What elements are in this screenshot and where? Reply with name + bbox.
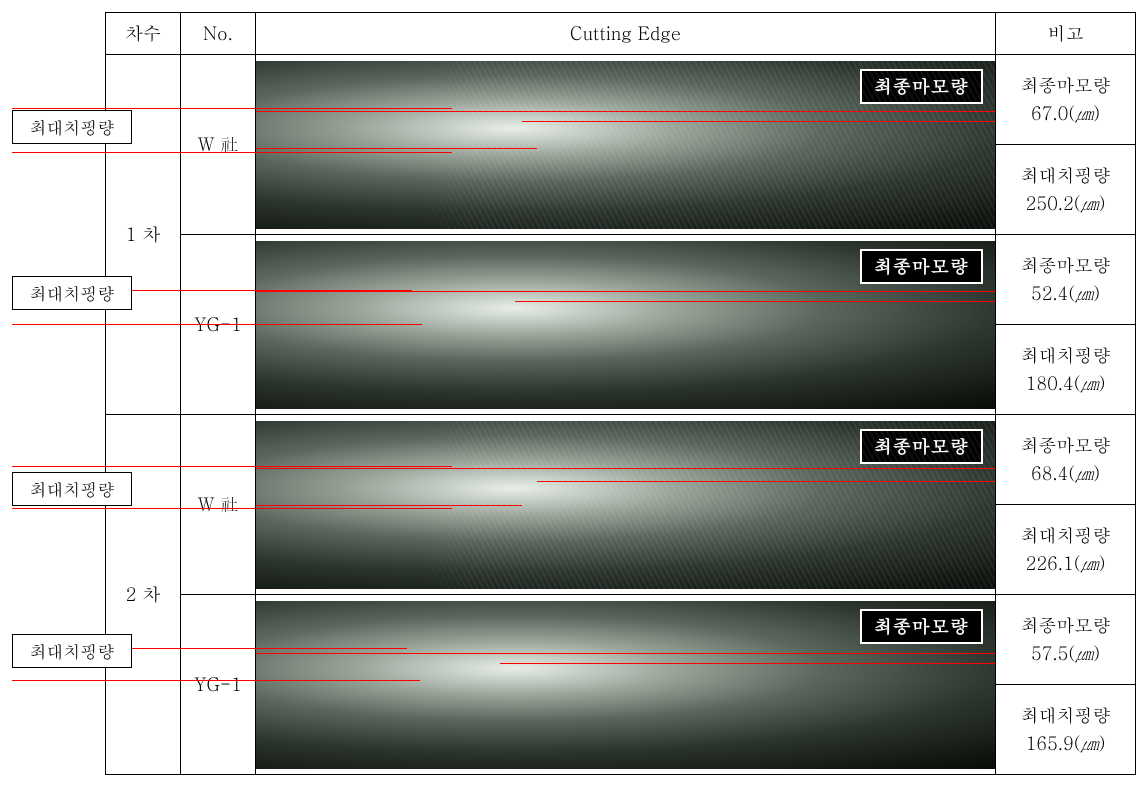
photo-red-guideline	[500, 663, 995, 664]
cell-remark-final-wear: 최종마모량68.4(㎛)	[996, 415, 1136, 505]
table-row: 2 차W 社최종마모량최종마모량68.4(㎛)	[106, 415, 1136, 505]
photo-red-guideline	[256, 148, 537, 149]
results-table: 차수 No. Cutting Edge 비고 1 차W 社최종마모량최종마모량6…	[105, 12, 1136, 775]
remark-value: 165.9(㎛)	[996, 730, 1135, 758]
header-bigo: 비고	[996, 13, 1136, 55]
cell-no: YG-1	[181, 595, 256, 775]
cutting-edge-photo: 최종마모량	[256, 601, 995, 769]
cell-remark-final-wear: 최종마모량67.0(㎛)	[996, 55, 1136, 145]
header-chasu: 차수	[106, 13, 181, 55]
photo-red-guideline	[515, 301, 995, 302]
remark-value: 226.1(㎛)	[996, 550, 1135, 578]
photo-badge-final-wear: 최종마모량	[860, 249, 983, 284]
cell-remark-final-wear: 최종마모량57.5(㎛)	[996, 595, 1136, 685]
callout-leader-line	[12, 324, 422, 325]
photo-red-guideline	[522, 121, 995, 122]
remark-value: 250.2(㎛)	[996, 190, 1135, 218]
remark-value: 180.4(㎛)	[996, 370, 1135, 398]
callout-leader-line	[12, 108, 452, 109]
header-no: No.	[181, 13, 256, 55]
remark-value: 68.4(㎛)	[996, 460, 1135, 488]
callout-max-chipping: 최대치핑량	[12, 634, 132, 668]
remark-label: 최종마모량	[996, 612, 1135, 640]
cell-cutting-edge-photo: 최종마모량	[256, 595, 996, 775]
remark-label: 최대치핑량	[996, 342, 1135, 370]
cell-remark-max-chip: 최대치핑량180.4(㎛)	[996, 325, 1136, 415]
cell-no: W 社	[181, 55, 256, 235]
remark-label: 최대치핑량	[996, 162, 1135, 190]
photo-red-guideline	[537, 481, 995, 482]
cell-remark-max-chip: 최대치핑량250.2(㎛)	[996, 145, 1136, 235]
photo-red-guideline	[256, 291, 995, 292]
cell-chasu: 2 차	[106, 415, 181, 775]
remark-label: 최대치핑량	[996, 522, 1135, 550]
cell-cutting-edge-photo: 최종마모량	[256, 55, 996, 235]
remark-value: 52.4(㎛)	[996, 280, 1135, 308]
photo-badge-final-wear: 최종마모량	[860, 429, 983, 464]
table-row: YG-1최종마모량최종마모량57.5(㎛)	[106, 595, 1136, 685]
photo-red-guideline	[256, 505, 522, 506]
table-header-row: 차수 No. Cutting Edge 비고	[106, 13, 1136, 55]
callout-max-chipping: 최대치핑량	[12, 472, 132, 506]
remark-value: 57.5(㎛)	[996, 640, 1135, 668]
header-cutting-edge: Cutting Edge	[256, 13, 996, 55]
table-body: 1 차W 社최종마모량최종마모량67.0(㎛)최대치핑량250.2(㎛)YG-1…	[106, 55, 1136, 775]
callout-leader-line	[12, 466, 452, 467]
callout-max-chipping: 최대치핑량	[12, 276, 132, 310]
figure-wrap: 차수 No. Cutting Edge 비고 1 차W 社최종마모량최종마모량6…	[12, 12, 1135, 774]
cell-remark-max-chip: 최대치핑량165.9(㎛)	[996, 685, 1136, 775]
table-row: YG-1최종마모량최종마모량52.4(㎛)	[106, 235, 1136, 325]
cutting-edge-photo: 최종마모량	[256, 421, 995, 589]
cutting-edge-photo: 최종마모량	[256, 61, 995, 229]
cell-remark-max-chip: 최대치핑량226.1(㎛)	[996, 505, 1136, 595]
remark-label: 최종마모량	[996, 432, 1135, 460]
photo-badge-final-wear: 최종마모량	[860, 609, 983, 644]
photo-red-guideline	[256, 111, 995, 112]
photo-badge-final-wear: 최종마모량	[860, 69, 983, 104]
callout-leader-line	[12, 152, 452, 153]
table-row: 1 차W 社최종마모량최종마모량67.0(㎛)	[106, 55, 1136, 145]
cell-no: W 社	[181, 415, 256, 595]
cell-remark-final-wear: 최종마모량52.4(㎛)	[996, 235, 1136, 325]
remark-label: 최종마모량	[996, 72, 1135, 100]
remark-label: 최종마모량	[996, 252, 1135, 280]
callout-leader-line	[12, 508, 452, 509]
cell-cutting-edge-photo: 최종마모량	[256, 415, 996, 595]
photo-red-guideline	[256, 653, 995, 654]
remark-label: 최대치핑량	[996, 702, 1135, 730]
callout-max-chipping: 최대치핑량	[12, 110, 132, 144]
callout-leader-line	[12, 680, 420, 681]
remark-value: 67.0(㎛)	[996, 100, 1135, 128]
photo-red-guideline	[256, 468, 995, 469]
